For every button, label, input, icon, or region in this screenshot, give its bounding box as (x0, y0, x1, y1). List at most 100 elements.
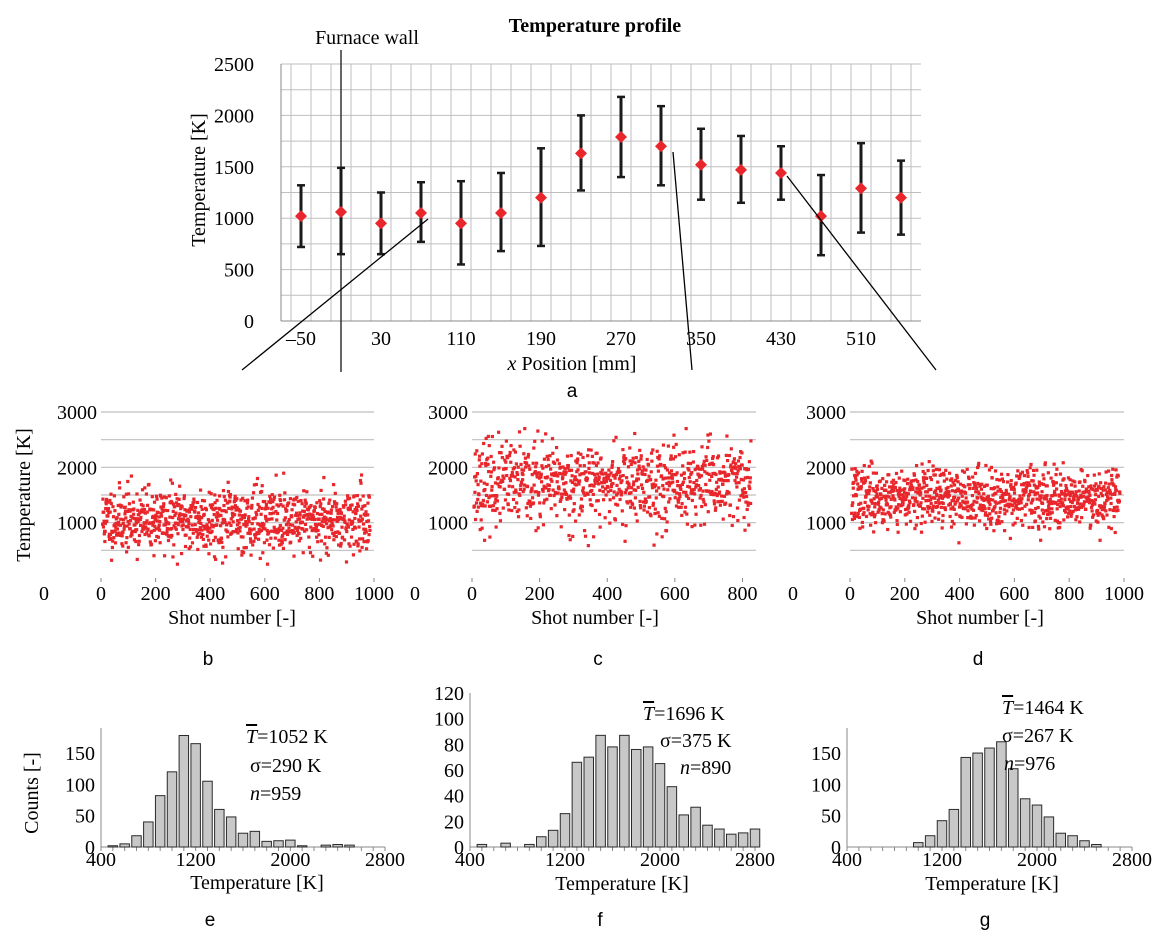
shot-point (909, 481, 913, 485)
shot-point (337, 543, 341, 547)
shot-point (509, 444, 513, 448)
shot-point (116, 533, 120, 537)
histogram-bar (996, 741, 1007, 848)
shot-point (505, 473, 509, 478)
shot-point (489, 470, 494, 474)
shot-point (185, 508, 190, 513)
shot-point (495, 499, 499, 503)
shot-point (1061, 461, 1065, 465)
shot-point (946, 485, 950, 490)
shot-point (549, 477, 553, 481)
shot-point (593, 481, 597, 486)
shot-point (597, 512, 602, 517)
shot-point (284, 531, 288, 535)
shot-point (150, 507, 154, 512)
shot-point (364, 547, 369, 551)
shot-point (190, 507, 194, 511)
shot-point (1069, 514, 1073, 518)
shot-point (574, 483, 578, 487)
shot-point (340, 525, 344, 529)
shot-point (1107, 482, 1111, 486)
mean-symbol: T (1002, 697, 1015, 719)
shot-point (1030, 508, 1034, 513)
shot-point (161, 531, 165, 535)
shot-point (270, 517, 274, 521)
shot-point (175, 497, 179, 501)
y-tick-label: 60 (444, 760, 464, 782)
shot-point (138, 523, 143, 527)
histogram-bar (666, 786, 678, 848)
shot-point (688, 450, 692, 454)
shot-point (721, 517, 725, 521)
shot-point (1072, 493, 1076, 497)
shot-point (292, 554, 296, 558)
data-point (695, 158, 707, 171)
shot-point (118, 503, 122, 507)
shot-point (158, 541, 162, 545)
shot-point (597, 482, 601, 486)
shot-point (548, 493, 552, 497)
shot-point (187, 521, 191, 526)
shot-point (309, 503, 313, 508)
shot-point (692, 492, 697, 496)
x-tick-label: 0 (845, 583, 855, 605)
shot-point (508, 478, 513, 483)
stats-box: T=1052 K σ=290 K n=959 (246, 726, 328, 805)
shot-point (611, 496, 616, 500)
shot-point (252, 483, 257, 487)
shot-point (123, 512, 127, 516)
shot-point (268, 497, 273, 501)
shot-point (165, 529, 169, 533)
shot-point (956, 487, 960, 491)
shot-point (113, 523, 117, 527)
shot-point (560, 495, 564, 500)
shot-point (232, 529, 236, 534)
shot-point (618, 497, 622, 502)
shot-point (164, 517, 168, 521)
shot-point (313, 522, 318, 527)
shot-point (545, 497, 549, 501)
shot-point (634, 512, 638, 516)
shot-point (934, 467, 938, 472)
shot-point (1110, 473, 1114, 478)
shot-point (629, 491, 633, 495)
shot-point (740, 488, 745, 492)
shot-point (486, 456, 490, 460)
shot-point (1103, 488, 1107, 492)
shot-point (568, 496, 573, 500)
shot-point (256, 522, 260, 526)
histogram-bar (178, 735, 190, 848)
shot-point (954, 512, 958, 516)
data-marks (472, 427, 753, 548)
shot-point (292, 530, 296, 535)
shot-point (268, 500, 272, 505)
shot-point (922, 485, 926, 489)
shot-point (280, 539, 284, 543)
shot-point (1092, 484, 1097, 488)
shot-point (337, 531, 342, 535)
shot-point (487, 444, 491, 448)
shot-point (350, 503, 354, 507)
shot-point (890, 480, 894, 484)
shot-point (510, 470, 514, 475)
shot-point (1070, 490, 1075, 495)
histogram-bar (714, 828, 725, 848)
shot-point (1054, 500, 1058, 505)
shot-point (1027, 525, 1031, 530)
shot-point (1009, 483, 1013, 487)
shot-point (259, 524, 263, 528)
shot-point (243, 499, 247, 503)
shot-point (306, 514, 310, 518)
shot-point (871, 510, 875, 514)
shot-point (558, 465, 563, 469)
shot-point (963, 485, 967, 489)
shot-point (359, 481, 363, 485)
shot-point (1045, 484, 1049, 488)
shot-point (725, 458, 730, 463)
shot-point (303, 522, 308, 526)
shot-point (265, 519, 269, 523)
shot-point (155, 497, 159, 501)
shot-point (166, 508, 170, 513)
shot-point (316, 540, 320, 544)
